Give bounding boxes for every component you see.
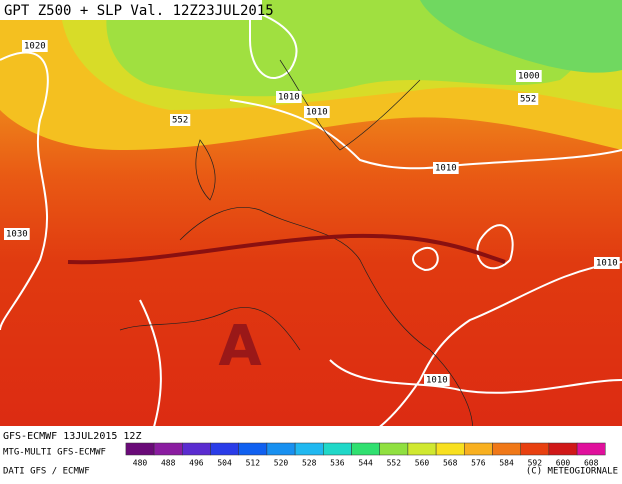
colorbar-swatch xyxy=(464,442,493,456)
colorbar-tick-label: 608 xyxy=(584,459,599,468)
source: DATI GFS / ECMWF xyxy=(3,467,90,477)
contour-label-box xyxy=(276,91,302,103)
colorbar-swatch xyxy=(153,442,183,456)
contour-label: 1010 xyxy=(433,162,459,174)
contour-label-text: 1010 xyxy=(435,164,457,174)
contour-label-box xyxy=(304,106,330,118)
contour-label-text: 552 xyxy=(172,116,188,126)
colorbar-tick-label: 544 xyxy=(358,459,373,468)
contour-label-text: 1020 xyxy=(24,42,46,52)
contour-label-box xyxy=(22,40,48,52)
contour-label-box xyxy=(594,257,620,269)
colorbar-tick-label: 568 xyxy=(443,459,458,468)
colorbar-swatch xyxy=(379,442,409,456)
colorbar-tick-label: 520 xyxy=(274,459,289,468)
colorbar-tick-label: 528 xyxy=(302,459,317,468)
colorbar-swatch xyxy=(323,442,352,456)
contour-label-text: 1010 xyxy=(278,93,300,103)
contour-label: 1020 xyxy=(22,40,48,52)
contour-label: 1000 xyxy=(516,70,542,82)
contour-label-text: 552 xyxy=(520,95,536,105)
colorbar-tick-label: 592 xyxy=(528,459,543,468)
contour-label: 1010 xyxy=(276,91,302,103)
title-box xyxy=(0,0,262,20)
colorbar-swatch xyxy=(238,442,268,456)
colorbar-tick-label: 584 xyxy=(499,459,514,468)
contour-label-box xyxy=(4,228,30,240)
contour-label-box xyxy=(424,374,450,386)
colorbar-tick-label: 480 xyxy=(133,459,148,468)
contour-label: 1010 xyxy=(304,106,330,118)
contour-label-text: 1000 xyxy=(518,72,540,82)
run-info: GFS-ECMWF 13JUL2015 12Z xyxy=(3,431,141,442)
contour-label-box xyxy=(170,114,191,126)
colorbar-tick-label: 488 xyxy=(161,459,176,468)
colorbar-swatch xyxy=(492,442,521,456)
colorbar-swatch xyxy=(435,442,465,456)
colorbar-tick-label: 512 xyxy=(246,459,261,468)
high-pressure-label: A xyxy=(218,314,262,379)
contour-label-box xyxy=(433,162,459,174)
contour-label-text: 1030 xyxy=(6,230,28,240)
colorbar-swatch xyxy=(576,442,606,456)
isobars xyxy=(0,8,622,441)
copyright: (C) METEOGIORNALE xyxy=(526,467,618,477)
colorbar-tick-label: 600 xyxy=(556,459,571,468)
colorbar-swatch xyxy=(125,442,155,456)
colorbar-swatch xyxy=(407,442,437,456)
colorbar-swatch xyxy=(182,442,211,456)
colorbar-tick-label: 576 xyxy=(471,459,486,468)
colorbar-swatch xyxy=(210,442,239,456)
colorbar-tick-label: 552 xyxy=(387,459,402,468)
model-info: MTG-MULTI GFS-ECMWF xyxy=(3,448,106,458)
colorbar-swatch xyxy=(266,442,296,456)
colorbar-swatch xyxy=(548,442,578,456)
contour-label-text: 1010 xyxy=(306,108,328,118)
colorbar-swatch xyxy=(351,442,380,456)
contour-label-box xyxy=(516,70,542,82)
contour-label: 552 xyxy=(518,93,539,105)
green-zone-2 xyxy=(420,0,622,73)
title: GPT Z500 + SLP Val. 12Z23JUL2015 xyxy=(4,3,274,19)
colorbar-tick-label: 504 xyxy=(217,459,232,468)
contour-label-text: 1010 xyxy=(596,259,618,269)
contour-label: 1010 xyxy=(594,257,620,269)
colorbar-tick-label: 496 xyxy=(189,459,204,468)
coastlines xyxy=(119,59,473,441)
colorbar-swatch xyxy=(520,442,550,456)
trough-line xyxy=(67,233,506,265)
contour-label: 1030 xyxy=(4,228,30,240)
contour-label: 1010 xyxy=(424,374,450,386)
contour-label: 552 xyxy=(170,114,191,126)
colorbar-tick-label: 560 xyxy=(415,459,430,468)
contour-label-box xyxy=(518,93,539,105)
colorbar-tick-label: 536 xyxy=(330,459,345,468)
contour-label-text: 1010 xyxy=(426,376,448,386)
colorbar-swatch xyxy=(294,442,324,456)
